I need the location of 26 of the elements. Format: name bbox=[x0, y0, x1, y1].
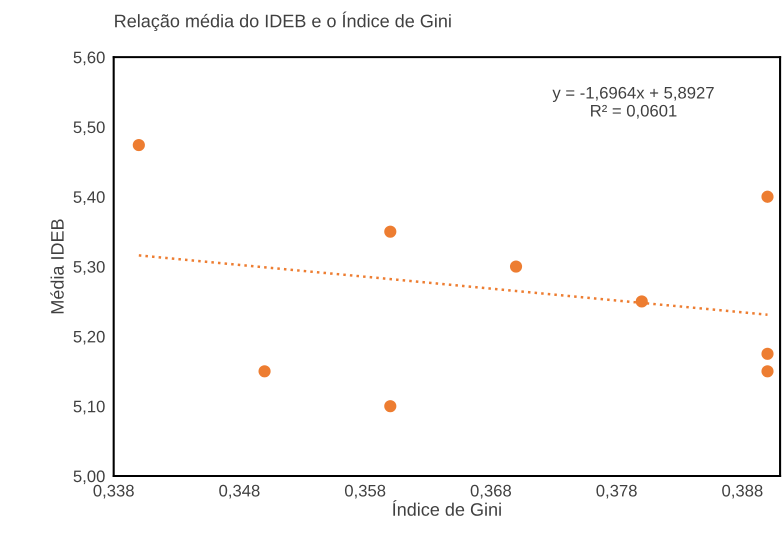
point bbox=[761, 348, 774, 360]
point bbox=[510, 260, 522, 273]
point bbox=[132, 139, 145, 152]
y-tick-label: 5,60 bbox=[74, 52, 105, 66]
y-axis-title: Média IDEB bbox=[50, 219, 64, 314]
x-tick-label: 0,368 bbox=[470, 484, 512, 499]
point bbox=[384, 226, 396, 238]
y-tick-label: 5,50 bbox=[74, 121, 105, 136]
y-tick-label: 5,10 bbox=[74, 400, 105, 414]
x-axis-title: Índice de Gini bbox=[392, 500, 501, 516]
y-tick-label: 5,30 bbox=[74, 260, 105, 275]
x-tick-label: 0,378 bbox=[596, 484, 637, 499]
chart-title: Relação média do IDEB e o Índice de Gini bbox=[115, 12, 451, 32]
point bbox=[384, 400, 396, 412]
x-tick-label: 0,388 bbox=[722, 484, 762, 499]
y-tick-label: 5,20 bbox=[74, 330, 105, 345]
point bbox=[761, 365, 774, 378]
point bbox=[636, 295, 648, 308]
x-tick-label: 0,348 bbox=[219, 484, 260, 499]
point bbox=[761, 190, 774, 203]
annotation: y = -1,6964x + 5,8927 R² = 0,0601 bbox=[552, 86, 714, 119]
point bbox=[258, 365, 271, 378]
y-tick-label: 5,40 bbox=[74, 191, 105, 205]
x-tick-label: 0,358 bbox=[344, 484, 386, 499]
x-tick-label: 0,338 bbox=[93, 484, 134, 499]
y-tick-label: 5,00 bbox=[74, 470, 105, 484]
